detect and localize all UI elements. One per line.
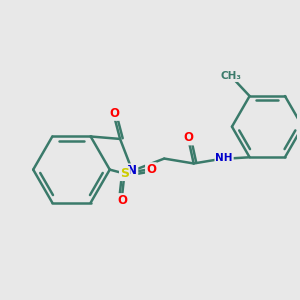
- Text: NH: NH: [215, 153, 233, 163]
- Text: O: O: [146, 163, 156, 176]
- Text: O: O: [117, 194, 127, 207]
- Text: CH₃: CH₃: [220, 71, 242, 81]
- Text: O: O: [109, 107, 119, 120]
- Text: N: N: [127, 164, 137, 177]
- Text: O: O: [184, 131, 194, 145]
- Text: S: S: [120, 167, 129, 180]
